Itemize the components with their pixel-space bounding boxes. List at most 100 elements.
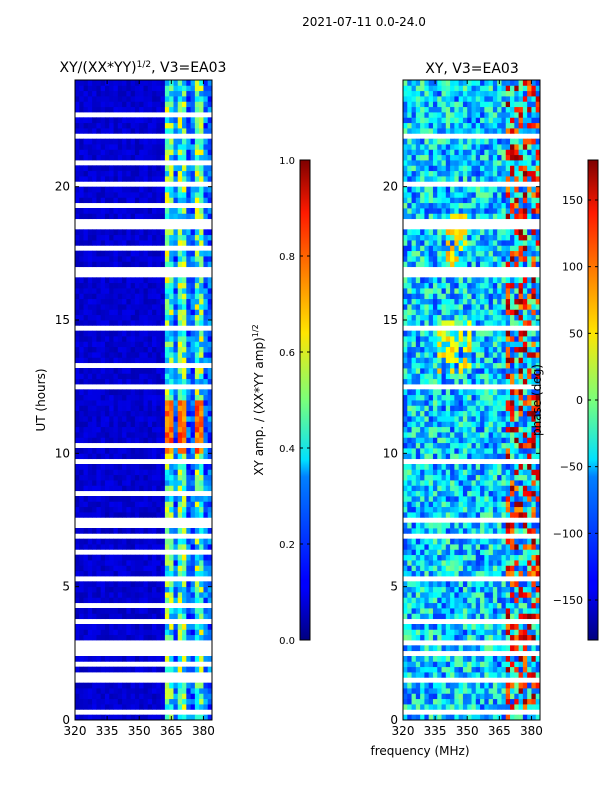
heatmap-cell: [424, 634, 430, 641]
heatmap-cell: [428, 320, 434, 326]
heatmap-cell: [143, 405, 149, 412]
heatmap-cell: [186, 389, 191, 396]
heatmap-cell: [420, 394, 425, 401]
heatmap-cell: [467, 544, 472, 550]
heatmap-cell: [203, 432, 209, 438]
heatmap-cell: [139, 309, 144, 316]
heatmap-cell: [156, 304, 162, 310]
heatmap-cell: [75, 101, 80, 108]
heatmap-cell: [126, 554, 132, 561]
heatmap-cell: [462, 362, 468, 369]
heatmap-cell: [194, 277, 200, 284]
heatmap-cell: [186, 80, 191, 86]
heatmap-cell: [514, 373, 519, 380]
heatmap-cell: [475, 437, 481, 444]
heatmap-cell: [203, 714, 209, 721]
heatmap-cell: [104, 277, 110, 284]
heatmap-cell: [117, 688, 123, 694]
heatmap-cell: [207, 368, 213, 374]
heatmap-cell: [104, 154, 110, 161]
heatmap-cell: [403, 645, 408, 652]
heatmap-cell: [134, 357, 140, 364]
heatmap-cell: [518, 437, 524, 444]
heatmap-cell: [514, 704, 519, 710]
heatmap-cell: [441, 613, 447, 620]
heatmap-cell: [139, 320, 144, 326]
heatmap-cell: [527, 581, 532, 588]
heatmap-cell: [134, 512, 140, 518]
heatmap-cell: [450, 528, 455, 534]
heatmap-cell: [83, 122, 89, 129]
heatmap-cell: [79, 213, 84, 220]
heatmap-cell: [471, 560, 477, 566]
heatmap-cell: [100, 357, 106, 364]
heatmap-cell: [164, 117, 170, 124]
heatmap-cell: [134, 330, 140, 337]
heatmap-cell: [488, 682, 494, 689]
heatmap-cell: [415, 560, 421, 566]
heatmap-cell: [480, 474, 485, 481]
heatmap-cell: [207, 666, 213, 673]
heatmap-cell: [109, 400, 114, 406]
heatmap-cell: [126, 688, 132, 694]
heatmap-cell: [96, 682, 102, 689]
heatmap-cell: [445, 394, 451, 401]
heatmap-cell: [199, 426, 204, 433]
heatmap-cell: [130, 634, 136, 641]
heatmap-cell: [152, 437, 157, 444]
heatmap-cell: [160, 597, 166, 604]
heatmap-cell: [497, 624, 502, 630]
heatmap-cell: [407, 373, 412, 380]
heatmap-cell: [147, 506, 153, 513]
heatmap-cell: [152, 565, 157, 572]
heatmap-cell: [83, 341, 89, 348]
heatmap-cell: [126, 96, 132, 102]
heatmap-cell: [475, 634, 481, 641]
heatmap-cell: [122, 480, 127, 486]
heatmap-cell: [475, 405, 481, 412]
heatmap-cell: [113, 336, 119, 342]
heatmap-cell: [92, 528, 97, 534]
heatmap-cell: [100, 165, 106, 172]
heatmap-cell: [156, 240, 162, 246]
heatmap-cell: [203, 506, 209, 513]
heatmap-cell: [432, 341, 438, 348]
heatmap-cell: [527, 362, 532, 369]
amp-heatmap: [75, 80, 213, 721]
heatmap-cell: [480, 613, 485, 620]
heatmap-cell: [83, 352, 89, 358]
heatmap-cell: [480, 346, 485, 353]
heatmap-cell: [143, 80, 149, 86]
heatmap-cell: [522, 693, 528, 700]
heatmap-cell: [134, 352, 140, 358]
heatmap-cell: [471, 378, 477, 385]
heatmap-cell: [113, 192, 119, 198]
heatmap-cell: [505, 512, 511, 518]
heatmap-cell: [484, 645, 490, 652]
heatmap-cell: [522, 554, 528, 561]
heatmap-cell: [143, 426, 149, 433]
heatmap-cell: [531, 469, 537, 476]
heatmap-cell: [462, 485, 468, 492]
heatmap-cell: [467, 522, 472, 529]
heatmap-cell: [458, 357, 464, 364]
heatmap-cell: [484, 565, 490, 572]
heatmap-cell: [104, 416, 110, 422]
heatmap-cell: [411, 501, 417, 508]
heatmap-cell: [173, 298, 179, 305]
heatmap-cell: [126, 277, 132, 284]
heatmap-cell: [177, 394, 183, 401]
heatmap-cell: [173, 597, 179, 604]
heatmap-cell: [441, 608, 447, 614]
heatmap-cell: [182, 501, 187, 508]
heatmap-cell: [92, 90, 97, 97]
heatmap-cell: [96, 373, 102, 380]
heatmap-cell: [420, 416, 425, 422]
heatmap-cell: [83, 373, 89, 380]
heatmap-cell: [160, 304, 166, 310]
heatmap-cell: [437, 432, 442, 438]
heatmap-cell: [475, 474, 481, 481]
heatmap-cell: [454, 688, 460, 694]
heatmap-cell: [182, 192, 187, 198]
heatmap-cell: [87, 122, 93, 129]
